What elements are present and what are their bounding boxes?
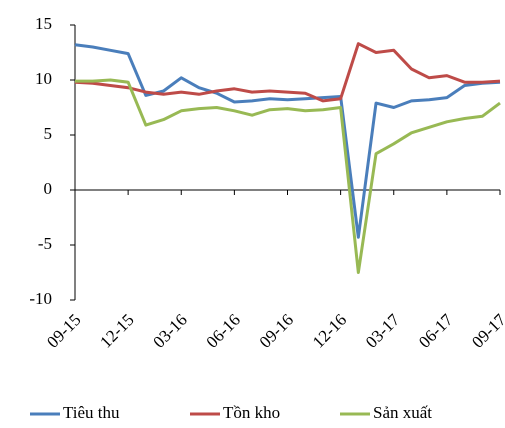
- legend-label: Tồn kho: [223, 403, 280, 422]
- x-tick-label: 09-15: [43, 310, 84, 351]
- y-tick-label: 0: [44, 179, 53, 198]
- x-tick-label: 03-17: [362, 310, 404, 352]
- y-tick-label: -5: [38, 234, 52, 253]
- series-line: [74, 42, 501, 103]
- x-tick-label: 12-15: [96, 310, 137, 351]
- x-tick-label: 09-16: [256, 310, 297, 351]
- legend-label: Tiêu thu: [63, 403, 120, 422]
- x-tick-label: 06-16: [202, 310, 243, 351]
- x-tick-label: 03-16: [149, 310, 190, 351]
- y-tick-label: -10: [29, 289, 52, 308]
- y-tick-label: 15: [35, 14, 52, 33]
- x-tick-label: 06-17: [415, 310, 457, 352]
- y-tick-label: 10: [35, 69, 52, 88]
- x-tick-label: 09-17: [468, 310, 505, 352]
- series-line: [74, 43, 501, 239]
- legend-label: Sản xuất: [373, 403, 432, 422]
- y-tick-label: 5: [44, 124, 53, 143]
- series-line: [75, 78, 501, 274]
- x-tick-label: 12-16: [309, 310, 350, 351]
